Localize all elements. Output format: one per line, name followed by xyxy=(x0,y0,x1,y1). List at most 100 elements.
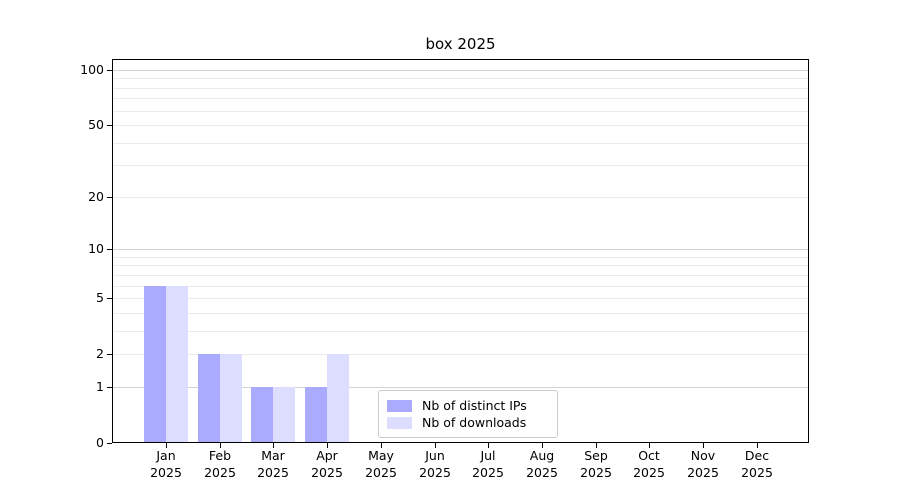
x-tick-year: 2025 xyxy=(419,464,451,480)
x-tick-month: Feb xyxy=(208,448,232,463)
x-tick-year: 2025 xyxy=(257,464,289,480)
x-tick-label: May 2025 xyxy=(349,448,413,481)
bar-downloads xyxy=(273,387,295,442)
minor-gridline xyxy=(113,111,808,112)
legend-row: Nb of downloads xyxy=(387,414,549,431)
x-tick-year: 2025 xyxy=(472,464,504,480)
x-tick-label: Dec 2025 xyxy=(725,448,789,481)
x-tick xyxy=(596,443,597,448)
minor-gridline xyxy=(113,125,808,126)
minor-gridline xyxy=(113,257,808,258)
bar-downloads xyxy=(220,354,242,442)
x-tick-year: 2025 xyxy=(365,464,397,480)
x-tick-label: Jul 2025 xyxy=(456,448,520,481)
major-gridline xyxy=(113,249,808,250)
x-tick-month: Oct xyxy=(638,448,660,463)
x-tick-month: Jan xyxy=(156,448,176,463)
x-tick-month: Apr xyxy=(316,448,338,463)
x-tick xyxy=(166,443,167,448)
minor-gridline xyxy=(113,197,808,198)
x-tick-label: Oct 2025 xyxy=(617,448,681,481)
y-tick-label: 5 xyxy=(96,290,104,305)
major-gridline xyxy=(113,387,808,388)
x-tick-month: Sep xyxy=(584,448,608,463)
y-tick-label: 2 xyxy=(96,346,104,361)
x-tick xyxy=(757,443,758,448)
x-tick-year: 2025 xyxy=(580,464,612,480)
x-tick xyxy=(488,443,489,448)
bar-distinct-ips xyxy=(198,354,220,442)
x-tick-month: May xyxy=(368,448,394,463)
x-tick xyxy=(273,443,274,448)
minor-gridline xyxy=(113,275,808,276)
y-tick xyxy=(107,249,112,250)
x-tick xyxy=(327,443,328,448)
x-tick-month: Jul xyxy=(480,448,496,463)
bar-downloads xyxy=(166,286,188,442)
minor-gridline xyxy=(113,331,808,332)
x-tick-label: Mar 2025 xyxy=(241,448,305,481)
bar-distinct-ips xyxy=(144,286,166,442)
minor-gridline xyxy=(113,298,808,299)
bar-distinct-ips xyxy=(251,387,273,442)
x-tick-label: Apr 2025 xyxy=(295,448,359,481)
minor-gridline xyxy=(113,88,808,89)
x-tick-label: Feb 2025 xyxy=(188,448,252,481)
x-tick-year: 2025 xyxy=(311,464,343,480)
minor-gridline xyxy=(113,313,808,314)
x-tick-year: 2025 xyxy=(741,464,773,480)
minor-gridline xyxy=(113,165,808,166)
x-tick-month: Aug xyxy=(529,448,555,463)
x-tick xyxy=(220,443,221,448)
y-tick xyxy=(107,443,112,444)
y-tick-label: 20 xyxy=(88,189,104,204)
legend-row: Nb of distinct IPs xyxy=(387,397,549,414)
x-tick-year: 2025 xyxy=(150,464,182,480)
x-tick-label: Jan 2025 xyxy=(134,448,198,481)
y-tick xyxy=(107,197,112,198)
x-tick-year: 2025 xyxy=(687,464,719,480)
y-tick-label: 10 xyxy=(88,241,104,256)
x-tick xyxy=(649,443,650,448)
x-tick-label: Jun 2025 xyxy=(403,448,467,481)
x-tick xyxy=(703,443,704,448)
major-gridline xyxy=(113,70,808,71)
x-tick-year: 2025 xyxy=(526,464,558,480)
x-tick-month: Nov xyxy=(690,448,716,463)
y-tick xyxy=(107,354,112,355)
legend-label-distinct-ips: Nb of distinct IPs xyxy=(422,398,527,413)
chart-title: box 2025 xyxy=(425,35,496,53)
y-tick-label: 50 xyxy=(88,117,104,132)
x-tick-year: 2025 xyxy=(204,464,236,480)
y-tick-label: 0 xyxy=(96,435,104,450)
y-tick xyxy=(107,70,112,71)
minor-gridline xyxy=(113,265,808,266)
minor-gridline xyxy=(113,98,808,99)
x-tick-year: 2025 xyxy=(633,464,665,480)
x-tick-label: Nov 2025 xyxy=(671,448,735,481)
x-tick-month: Jun xyxy=(425,448,445,463)
y-tick-label: 100 xyxy=(80,62,104,77)
x-tick-month: Dec xyxy=(744,448,770,463)
legend-swatch-downloads xyxy=(387,416,412,429)
y-tick xyxy=(107,298,112,299)
bar-distinct-ips xyxy=(305,387,327,442)
legend-label-downloads: Nb of downloads xyxy=(422,415,527,430)
y-tick xyxy=(107,387,112,388)
minor-gridline xyxy=(113,354,808,355)
x-tick xyxy=(381,443,382,448)
x-tick-label: Sep 2025 xyxy=(564,448,628,481)
x-tick-label: Aug 2025 xyxy=(510,448,574,481)
x-tick xyxy=(435,443,436,448)
minor-gridline xyxy=(113,78,808,79)
legend-swatch-distinct-ips xyxy=(387,399,412,412)
legend: Nb of distinct IPs Nb of downloads xyxy=(378,390,558,438)
minor-gridline xyxy=(113,286,808,287)
minor-gridline xyxy=(113,143,808,144)
y-tick-label: 1 xyxy=(96,379,104,394)
y-tick xyxy=(107,125,112,126)
